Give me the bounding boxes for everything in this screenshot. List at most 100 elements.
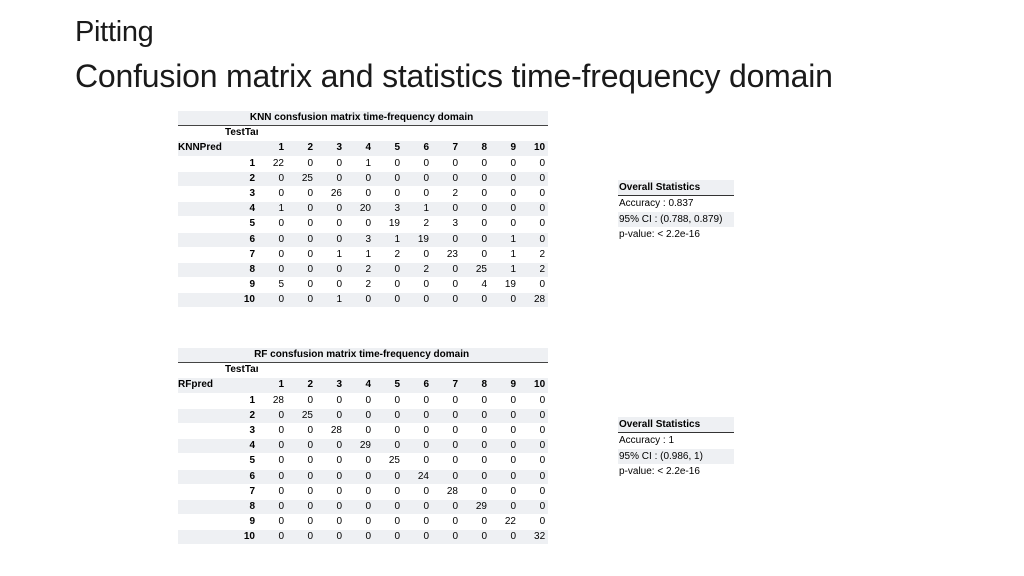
table-cell: 0 bbox=[432, 529, 461, 546]
rf-column-header: 1 bbox=[258, 377, 287, 394]
table-cell: 0 bbox=[519, 277, 549, 294]
table-cell: 3 bbox=[345, 232, 374, 248]
table-row: 9 5 0 0 2 0 0 0 4 19 0 bbox=[178, 277, 549, 294]
table-cell: 0 bbox=[461, 186, 490, 203]
table-row: 10 0 0 1 0 0 0 0 0 0 28 bbox=[178, 292, 549, 309]
empty-cell bbox=[178, 484, 225, 500]
table-cell: 0 bbox=[316, 408, 345, 424]
table-cell: 0 bbox=[490, 201, 519, 218]
rf-target-row: TestTarget bbox=[178, 362, 549, 379]
table-cell: 0 bbox=[432, 201, 461, 218]
table-cell: 1 bbox=[345, 156, 374, 172]
knn-row-label: 9 bbox=[225, 277, 258, 294]
table-cell: 0 bbox=[258, 171, 287, 187]
table-cell: 1 bbox=[258, 201, 287, 218]
table-cell: 0 bbox=[258, 186, 287, 203]
table-cell: 0 bbox=[490, 438, 519, 455]
table-row: 8 0 0 0 2 0 2 0 25 1 2 bbox=[178, 262, 549, 279]
table-row: 6 0 0 0 0 0 24 0 0 0 0 bbox=[178, 469, 549, 485]
table-cell: 0 bbox=[287, 186, 316, 203]
knn-accuracy: Accuracy : 0.837 bbox=[618, 196, 734, 212]
table-cell: 0 bbox=[258, 484, 287, 500]
knn-confusion-matrix: KNN consfusion matrix time-frequency dom… bbox=[178, 111, 549, 309]
knn-column-header: 4 bbox=[345, 140, 374, 157]
table-cell: 0 bbox=[374, 277, 403, 294]
table-cell: 0 bbox=[403, 484, 432, 500]
table-cell: 0 bbox=[345, 393, 374, 409]
rf-row-label: 5 bbox=[225, 453, 258, 470]
knn-row-label: 1 bbox=[225, 156, 258, 172]
table-cell: 1 bbox=[374, 232, 403, 248]
table-cell: 25 bbox=[461, 262, 490, 279]
table-cell: 0 bbox=[461, 201, 490, 218]
table-row: 9 0 0 0 0 0 0 0 0 22 0 bbox=[178, 514, 549, 531]
table-cell: 0 bbox=[316, 232, 345, 248]
table-cell: 0 bbox=[461, 469, 490, 485]
table-cell: 0 bbox=[490, 186, 519, 203]
empty-cell bbox=[178, 201, 225, 218]
table-cell: 0 bbox=[403, 529, 432, 546]
table-row: 2 0 25 0 0 0 0 0 0 0 0 bbox=[178, 171, 549, 187]
table-cell: 0 bbox=[316, 438, 345, 455]
table-cell: 0 bbox=[258, 469, 287, 485]
knn-caption: KNN consfusion matrix time-frequency dom… bbox=[178, 111, 549, 127]
rf-row-label: 6 bbox=[225, 469, 258, 485]
table-cell: 0 bbox=[490, 529, 519, 546]
table-row: 1 22 0 0 1 0 0 0 0 0 0 bbox=[178, 156, 549, 172]
knn-row-label: 4 bbox=[225, 201, 258, 218]
table-cell: 0 bbox=[316, 156, 345, 172]
table-cell: 0 bbox=[258, 262, 287, 279]
knn-row-label: 8 bbox=[225, 262, 258, 279]
table-cell: 0 bbox=[432, 262, 461, 279]
table-cell: 0 bbox=[374, 171, 403, 187]
table-cell: 0 bbox=[316, 453, 345, 470]
table-cell: 0 bbox=[374, 438, 403, 455]
table-cell: 0 bbox=[519, 156, 549, 172]
table-cell: 0 bbox=[287, 201, 316, 218]
table-cell: 1 bbox=[345, 247, 374, 263]
table-row: 7 0 0 0 0 0 0 28 0 0 0 bbox=[178, 484, 549, 500]
table-cell: 0 bbox=[461, 292, 490, 309]
table-cell: 0 bbox=[403, 277, 432, 294]
table-cell: 0 bbox=[490, 171, 519, 187]
table-cell: 0 bbox=[490, 499, 519, 516]
table-cell: 0 bbox=[461, 484, 490, 500]
table-cell: 0 bbox=[432, 499, 461, 516]
table-cell: 28 bbox=[432, 484, 461, 500]
table-cell: 5 bbox=[258, 277, 287, 294]
table-row: 3 0 0 28 0 0 0 0 0 0 0 bbox=[178, 423, 549, 440]
table-row: 5 0 0 0 0 19 2 3 0 0 0 bbox=[178, 216, 549, 233]
table-cell: 2 bbox=[345, 262, 374, 279]
table-cell: 0 bbox=[519, 514, 549, 531]
rf-column-header: 10 bbox=[519, 377, 549, 394]
table-cell: 0 bbox=[345, 408, 374, 424]
rf-row-label: 7 bbox=[225, 484, 258, 500]
table-cell: 0 bbox=[461, 232, 490, 248]
table-cell: 0 bbox=[287, 499, 316, 516]
empty-cell bbox=[178, 247, 225, 263]
rf-overall-statistics: Overall Statistics Accuracy : 1 95% CI :… bbox=[618, 417, 734, 480]
table-cell: 0 bbox=[374, 484, 403, 500]
table-cell: 0 bbox=[461, 156, 490, 172]
table-cell: 0 bbox=[432, 156, 461, 172]
knn-row-label: 10 bbox=[225, 292, 258, 309]
empty-cell bbox=[178, 393, 225, 409]
table-cell: 2 bbox=[345, 277, 374, 294]
rf-caption-row: RF consfusion matrix time-frequency doma… bbox=[178, 348, 549, 364]
table-cell: 0 bbox=[287, 216, 316, 233]
empty-cell bbox=[178, 125, 225, 142]
empty-cell bbox=[178, 186, 225, 203]
table-cell: 0 bbox=[316, 529, 345, 546]
table-cell: 0 bbox=[432, 277, 461, 294]
table-cell: 28 bbox=[519, 292, 549, 309]
knn-column-header-row: KNNPred 1 2 3 4 5 6 7 8 9 10 bbox=[178, 140, 549, 157]
table-cell: 0 bbox=[403, 438, 432, 455]
empty-cell bbox=[178, 232, 225, 248]
table-cell: 0 bbox=[374, 408, 403, 424]
knn-row-label: 5 bbox=[225, 216, 258, 233]
knn-column-header: 1 bbox=[258, 140, 287, 157]
table-cell: 1 bbox=[490, 232, 519, 248]
rf-column-header: 8 bbox=[461, 377, 490, 394]
table-cell: 0 bbox=[432, 171, 461, 187]
rf-column-header: 2 bbox=[287, 377, 316, 394]
